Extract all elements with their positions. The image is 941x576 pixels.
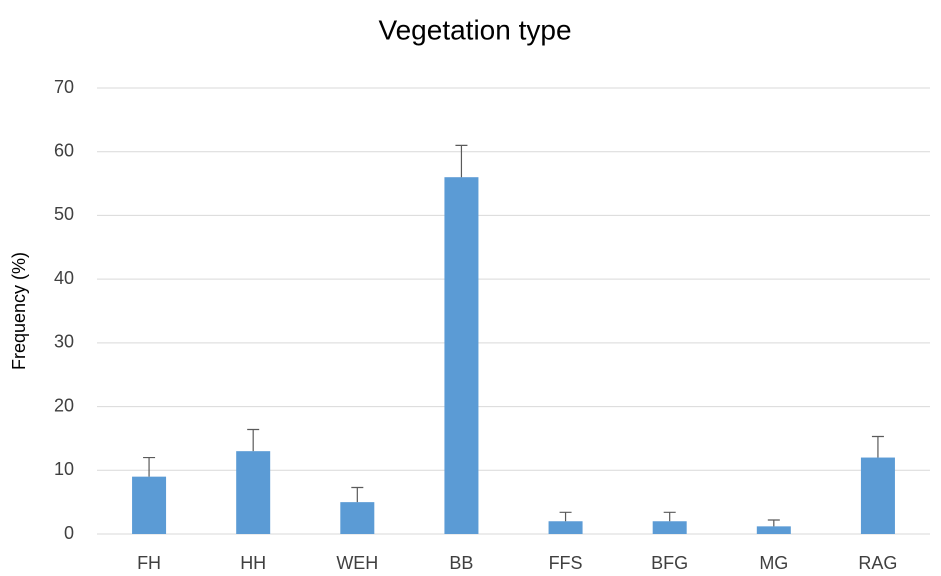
bar xyxy=(236,451,271,534)
bar xyxy=(756,526,791,534)
y-tick-label: 50 xyxy=(54,204,74,224)
y-tick-label: 70 xyxy=(54,77,74,97)
y-tick-label: 40 xyxy=(54,268,74,288)
x-tick-label: BB xyxy=(449,553,473,573)
bar xyxy=(132,476,167,534)
bar xyxy=(444,177,479,534)
y-axis-label: Frequency (%) xyxy=(9,252,29,370)
error-bar xyxy=(559,511,572,522)
error-bar xyxy=(767,519,780,527)
x-tick-label: HH xyxy=(240,553,266,573)
y-tick-label: 10 xyxy=(54,459,74,479)
x-tick-label: BFG xyxy=(651,553,688,573)
chart-title: Vegetation type xyxy=(378,14,571,45)
bar xyxy=(860,457,895,534)
y-tick-label: 60 xyxy=(54,140,74,160)
error-bar xyxy=(871,435,884,458)
y-tick-label: 30 xyxy=(54,332,74,352)
y-tick-label: 0 xyxy=(64,523,74,543)
x-tick-label: FFS xyxy=(549,553,583,573)
bar xyxy=(548,521,583,534)
error-bar xyxy=(455,144,468,178)
bar xyxy=(340,502,375,534)
bar xyxy=(652,521,687,534)
x-tick-label: FH xyxy=(137,553,161,573)
x-tick-label: WEH xyxy=(336,553,378,573)
error-bar xyxy=(247,428,260,452)
y-tick-label: 20 xyxy=(54,395,74,415)
error-bar xyxy=(143,456,156,477)
x-tick-label: RAG xyxy=(858,553,897,573)
error-bar xyxy=(663,511,676,522)
error-bar xyxy=(351,486,364,503)
x-tick-label: MG xyxy=(759,553,788,573)
